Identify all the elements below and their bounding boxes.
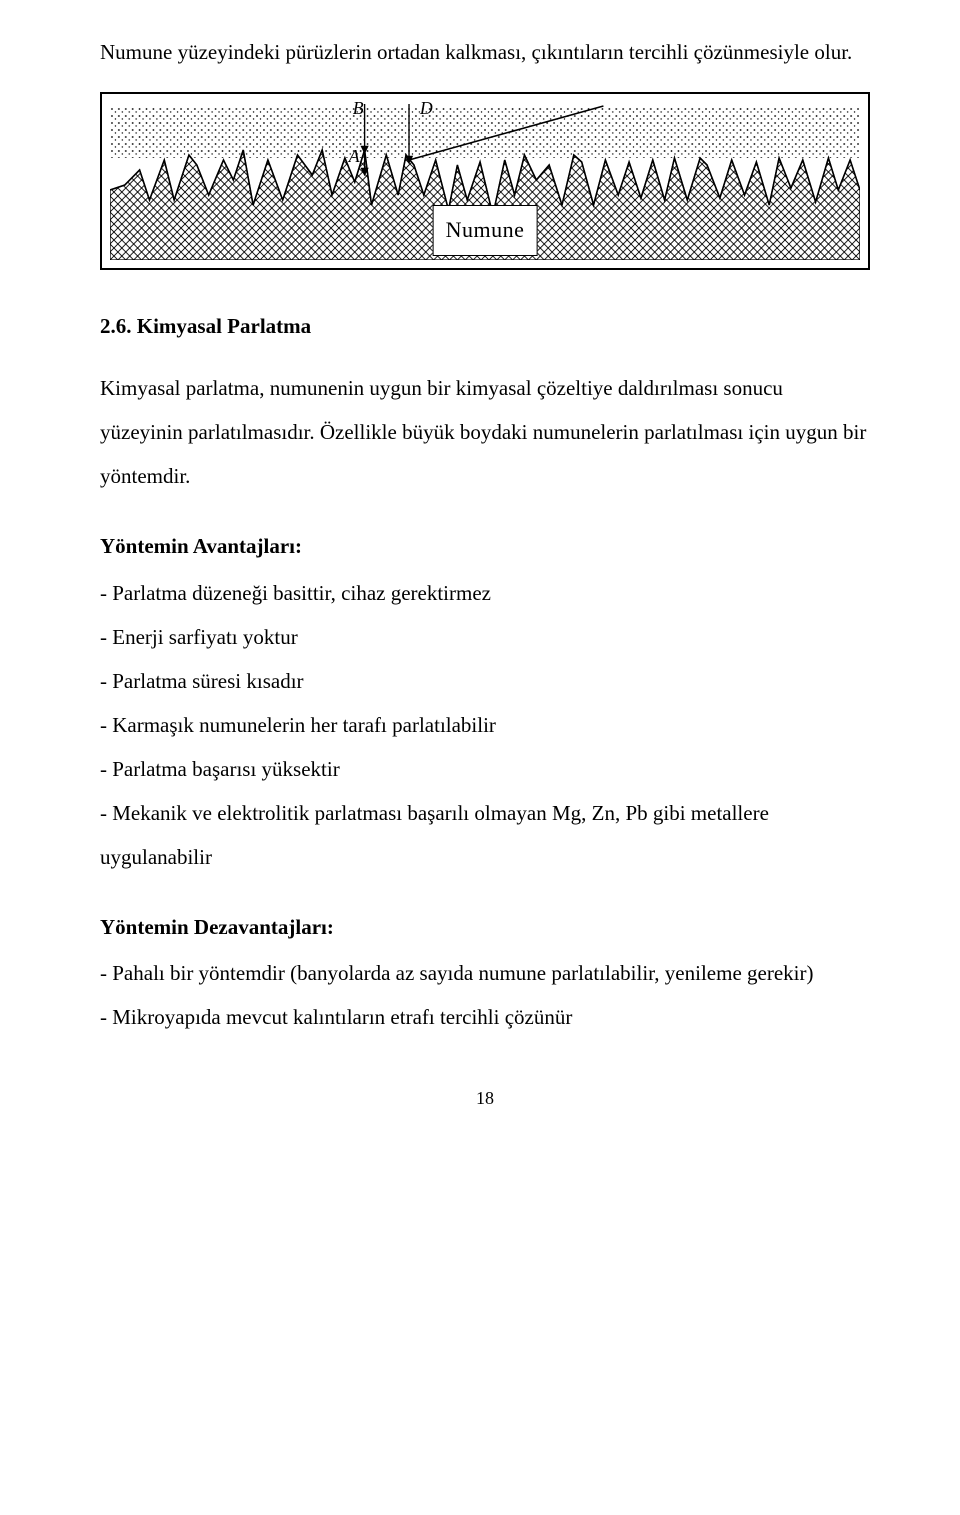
advantage-item: - Parlatma düzeneği basittir, cihaz gere… [100,571,870,615]
advantages-heading: Yöntemin Avantajları: [100,524,870,568]
label-d: D [419,100,433,118]
advantage-item: - Parlatma süresi kısadır [100,659,870,703]
page-number: 18 [100,1080,870,1118]
advantage-item: - Parlatma başarısı yüksektir [100,747,870,791]
advantages-list: - Parlatma düzeneği basittir, cihaz gere… [100,571,870,880]
label-a: A [348,146,360,166]
advantage-item: - Mekanik ve elektrolitik parlatması baş… [100,791,870,879]
intro-paragraph: Numune yüzeyindeki pürüzlerin ortadan ka… [100,30,870,74]
advantage-item: - Karmaşık numunelerin her tarafı parlat… [100,703,870,747]
solution-stipple [110,106,860,158]
advantage-item: - Enerji sarfiyatı yoktur [100,615,870,659]
disadvantages-heading: Yöntemin Dezavantajları: [100,905,870,949]
disadvantage-item: - Pahalı bir yöntemdir (banyolarda az sa… [100,951,870,995]
surface-roughness-figure: B A D C Numune [100,92,870,270]
section-heading: 2.6. Kimyasal Parlatma [100,304,870,348]
section-body: Kimyasal parlatma, numunenin uygun bir k… [100,366,870,498]
label-b: B [353,100,364,118]
disadvantage-item: - Mikroyapıda mevcut kalıntıların etrafı… [100,995,870,1039]
figure-container: B A D C Numune [100,92,870,270]
figure-caption-box: Numune [433,205,538,256]
disadvantages-list: - Pahalı bir yöntemdir (banyolarda az sa… [100,951,870,1039]
